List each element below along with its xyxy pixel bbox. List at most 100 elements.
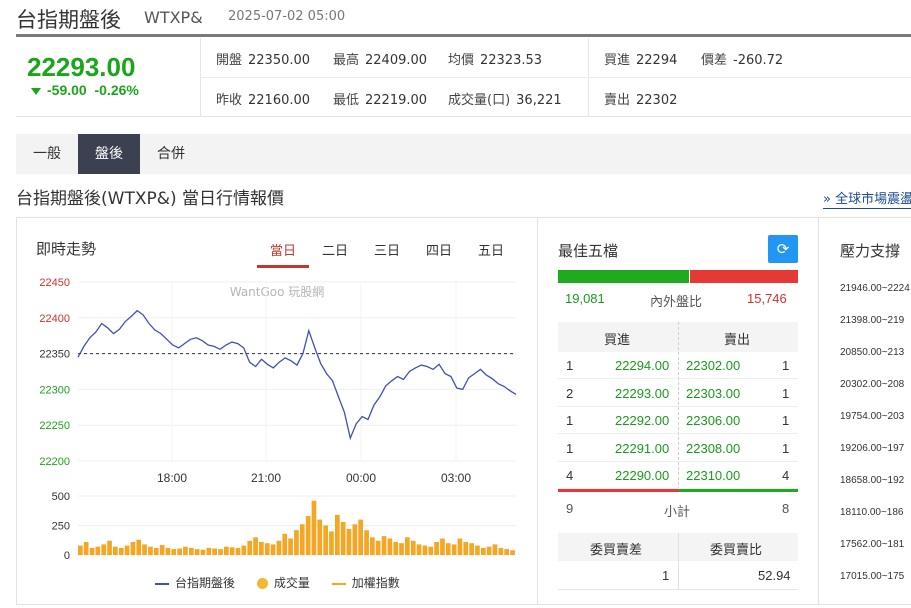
volume-bar (229, 547, 235, 555)
volume-bar (475, 545, 480, 555)
volume-bar (171, 549, 177, 555)
period-tab-2d[interactable]: 二日 (322, 244, 349, 259)
volume-bar (294, 530, 299, 555)
volume-bar (177, 548, 182, 555)
refresh-button[interactable]: ⟳ (768, 235, 798, 263)
weighted-legend-icon (331, 582, 346, 585)
volume-bar (364, 530, 369, 555)
refresh-icon: ⟳ (776, 240, 790, 258)
period-tab-5d[interactable]: 五日 (478, 244, 505, 259)
volume-bar (224, 546, 229, 555)
volume-bar (387, 538, 393, 555)
volume-bar (504, 549, 509, 555)
quote-row-divider (200, 77, 911, 78)
pressure-title: 壓力支撐 (840, 242, 901, 260)
symbol-code: WTXP& (144, 8, 203, 27)
volume-bar (83, 542, 89, 555)
subtotal-label: 小計 (664, 504, 691, 519)
volume-bar (381, 536, 387, 555)
inner-volume-bar (558, 270, 689, 283)
x-tick-label: 21:00 (251, 471, 281, 485)
volume-bar (422, 545, 428, 555)
y-tick-label: 22450 (39, 277, 70, 289)
outer-volume-bar (690, 270, 798, 283)
change-percent: -0.26% (94, 82, 139, 98)
order-diff-value: 1 (662, 568, 670, 583)
volume-bar (95, 546, 101, 555)
tab-combined[interactable]: 合併 (157, 146, 185, 162)
ask-price: 22302.00 (686, 358, 741, 373)
volume-bar (469, 543, 474, 555)
high-cell: 最高 22409.00 (333, 53, 428, 68)
volume-tick-label: 500 (52, 491, 70, 503)
volume-bar (136, 539, 142, 555)
price-series-line (77, 309, 517, 441)
pressure-row: 19206.00~197 (840, 443, 905, 454)
volume-cell: 成交量(口) 36,221 (448, 93, 562, 108)
x-tick-label: 18:00 (157, 471, 187, 485)
volume-bar (101, 544, 107, 555)
pressure-row: 17015.00~175 (840, 571, 905, 582)
ask-price: 22310.00 (686, 468, 741, 483)
volume-bar (445, 543, 451, 555)
ask-qty: 1 (782, 385, 790, 401)
x-tick-label: 03:00 (441, 471, 471, 485)
ask-qty: 1 (782, 358, 790, 373)
avg-cell: 均價 22323.53 (448, 53, 543, 68)
prev-close-cell: 昨收 22160.00 (216, 93, 311, 108)
tab-after-hours[interactable]: 盤後 (78, 134, 140, 174)
ask-price: 22303.00 (686, 385, 741, 401)
orderbook-row (558, 435, 798, 462)
intraday-chart: WantGoo 玩股網 22450 22400 22350 22300 22250 222… (39, 277, 517, 562)
section-title: 台指期盤後(WTXP&) 當日行情報價 (16, 189, 285, 209)
volume-bar (510, 550, 515, 555)
volume-bar (358, 519, 363, 555)
bid-qty: 4 (566, 468, 574, 483)
ask-cell: 賣出 22302 (604, 93, 678, 108)
outer-volume: 15,746 (747, 291, 787, 306)
volume-bar (270, 544, 276, 555)
volume-bar (416, 544, 422, 555)
down-arrow-icon (31, 87, 41, 95)
ask-price: 22306.00 (686, 413, 741, 428)
summary-divider (678, 533, 679, 590)
bid-price: 22291.00 (615, 440, 670, 456)
orderbook-row (558, 352, 798, 379)
ask-subtotal: 8 (782, 501, 790, 516)
pressure-row: 18658.00~192 (840, 475, 905, 486)
pressure-row: 17562.00~181 (840, 539, 905, 550)
volume-bar (375, 540, 381, 555)
volume-bar (393, 542, 399, 555)
period-tab-today[interactable]: 當日 (270, 244, 297, 259)
orderbook-row (558, 462, 798, 489)
volume-bar (159, 545, 165, 555)
tab-general[interactable]: 一般 (33, 146, 61, 162)
order-diff-label: 委買賣差 (590, 542, 643, 557)
last-price: 22293.00 (27, 52, 136, 82)
volume-bar (107, 540, 112, 555)
global-market-link[interactable]: » 全球市場震盪 (823, 188, 911, 209)
bid-qty: 1 (566, 358, 574, 373)
ask-price: 22308.00 (686, 440, 741, 456)
bid-subtotal: 9 (566, 501, 574, 516)
volume-bar (463, 542, 469, 555)
period-tab-3d[interactable]: 三日 (374, 244, 401, 259)
volume-legend-icon (256, 578, 268, 589)
volume-bar (440, 538, 445, 555)
period-tab-4d[interactable]: 四日 (426, 244, 453, 259)
volume-bar (241, 545, 247, 555)
pressure-row: 20302.00~208 (840, 379, 905, 390)
price-change: -59.00 -0.26% (31, 82, 139, 98)
volume-bar (352, 524, 358, 555)
header-divider (16, 34, 911, 37)
volume-bar (235, 547, 241, 555)
in-out-label: 內外盤比 (650, 294, 703, 309)
quote-datetime: 2025-07-02 05:00 (228, 9, 346, 24)
volume-bar (486, 546, 492, 555)
volume-bar (194, 549, 200, 555)
market-tabs (16, 134, 911, 174)
volume-bar (317, 519, 323, 555)
volume-bar (113, 546, 118, 555)
pressure-row: 21946.00~2224 (840, 283, 910, 294)
volume-bar (78, 545, 83, 555)
